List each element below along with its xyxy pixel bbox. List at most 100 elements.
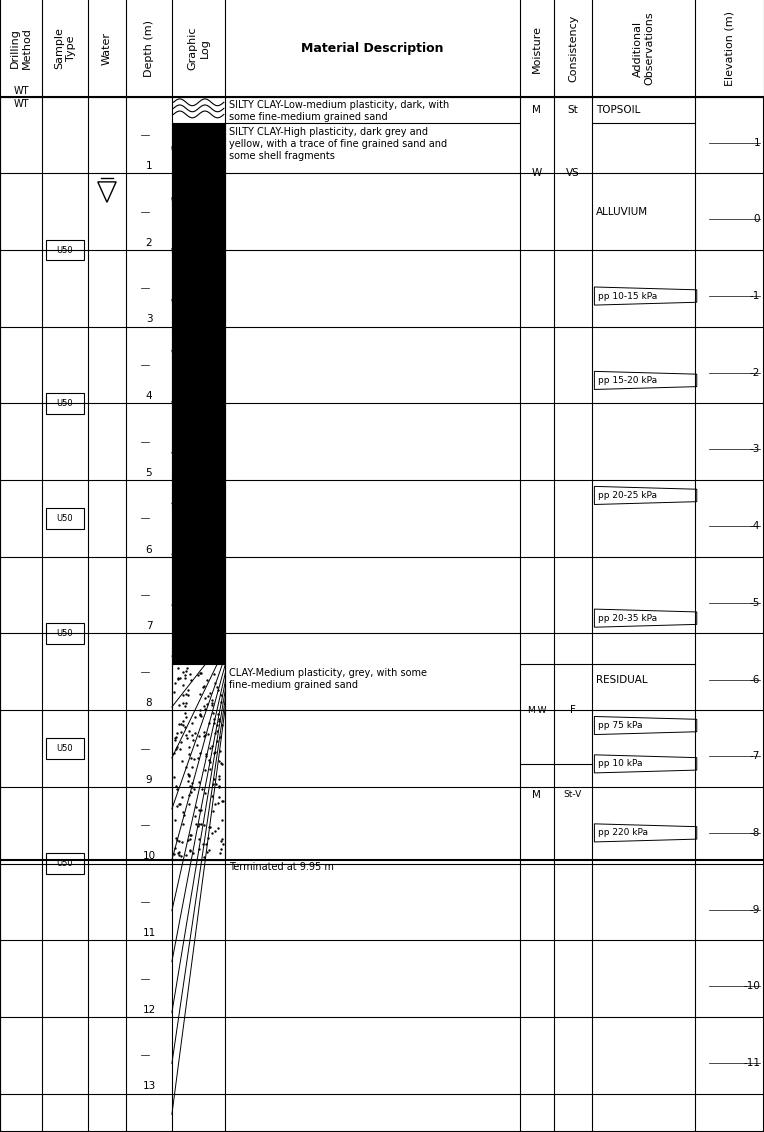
Point xyxy=(176,712,189,730)
Point xyxy=(176,788,189,806)
Text: pp 10 kPa: pp 10 kPa xyxy=(598,760,643,769)
Text: 11: 11 xyxy=(142,928,156,938)
Point xyxy=(175,847,187,865)
Text: -11: -11 xyxy=(743,1058,760,1067)
Text: -10: -10 xyxy=(743,981,760,992)
Point xyxy=(199,700,212,718)
Point xyxy=(186,726,199,744)
Point xyxy=(206,787,218,805)
Text: Depth (m): Depth (m) xyxy=(144,20,154,77)
Point xyxy=(217,792,229,811)
Point xyxy=(169,674,181,692)
Bar xyxy=(46,854,84,874)
Point xyxy=(193,840,205,858)
Point xyxy=(183,745,196,763)
Point xyxy=(199,783,211,801)
Text: ALLUVIUM: ALLUVIUM xyxy=(596,207,648,216)
Polygon shape xyxy=(594,371,697,389)
Point xyxy=(186,714,198,732)
Point xyxy=(171,797,183,815)
Bar xyxy=(46,508,84,529)
Text: 13: 13 xyxy=(142,1081,156,1091)
Point xyxy=(193,831,206,849)
Point xyxy=(171,780,183,798)
Text: 1: 1 xyxy=(146,161,152,171)
Point xyxy=(215,832,228,850)
Point xyxy=(183,722,196,740)
Text: Additional
Observations: Additional Observations xyxy=(633,11,655,85)
Point xyxy=(203,817,215,835)
Point xyxy=(213,753,225,771)
Text: 6: 6 xyxy=(146,544,152,555)
Point xyxy=(170,739,182,757)
Point xyxy=(216,755,228,773)
Text: pp 220 kPa: pp 220 kPa xyxy=(598,829,648,838)
Point xyxy=(177,715,189,734)
Point xyxy=(194,702,206,720)
Point xyxy=(180,685,192,703)
Text: SILTY CLAY-High plasticity, dark grey and
yellow, with a trace of fine grained s: SILTY CLAY-High plasticity, dark grey an… xyxy=(229,127,448,161)
Point xyxy=(214,728,226,746)
Point xyxy=(193,815,205,833)
Text: TOPSOIL: TOPSOIL xyxy=(596,105,640,115)
Point xyxy=(216,792,228,811)
Bar xyxy=(46,240,84,260)
Point xyxy=(187,731,199,749)
Point xyxy=(209,723,222,741)
Point xyxy=(195,664,207,683)
Point xyxy=(207,801,219,820)
Point xyxy=(217,835,229,854)
Text: 0: 0 xyxy=(753,214,760,224)
Point xyxy=(193,773,206,791)
Point xyxy=(206,696,219,714)
Point xyxy=(212,705,225,723)
Point xyxy=(170,831,183,849)
Text: WT: WT xyxy=(13,86,29,96)
Text: -7: -7 xyxy=(749,752,760,761)
Point xyxy=(184,777,196,795)
Point xyxy=(172,669,184,687)
Point xyxy=(212,770,225,788)
Text: 2: 2 xyxy=(146,238,152,248)
Point xyxy=(180,758,193,777)
Text: U50: U50 xyxy=(57,744,73,753)
Point xyxy=(194,706,206,724)
Point xyxy=(183,841,196,859)
Point xyxy=(183,787,195,805)
Point xyxy=(180,662,192,680)
Text: -5: -5 xyxy=(749,598,760,608)
Point xyxy=(202,726,214,744)
Text: U50: U50 xyxy=(57,629,73,638)
Text: 3: 3 xyxy=(146,315,152,325)
Text: -2: -2 xyxy=(749,368,760,378)
Text: -3: -3 xyxy=(749,445,760,454)
Point xyxy=(185,826,197,844)
Bar xyxy=(0,0,764,96)
Point xyxy=(193,663,206,681)
Bar xyxy=(172,664,225,859)
Point xyxy=(179,704,191,722)
Point xyxy=(188,749,200,767)
Point xyxy=(200,834,212,852)
Point xyxy=(170,811,182,829)
Point xyxy=(178,806,190,824)
Point xyxy=(189,807,201,825)
Point xyxy=(209,674,221,692)
Point xyxy=(209,774,222,792)
Point xyxy=(186,774,198,792)
Point xyxy=(176,676,189,694)
Point xyxy=(208,714,220,732)
Point xyxy=(169,731,181,749)
Point xyxy=(182,772,194,790)
Text: 4: 4 xyxy=(146,392,152,401)
Point xyxy=(197,816,209,834)
Point xyxy=(173,842,186,860)
Point xyxy=(172,659,184,677)
Point xyxy=(198,677,210,695)
Point xyxy=(212,715,224,734)
Bar xyxy=(172,123,225,664)
Point xyxy=(176,803,189,821)
Point xyxy=(204,685,216,703)
Text: M: M xyxy=(533,789,541,799)
Text: St: St xyxy=(568,105,578,115)
